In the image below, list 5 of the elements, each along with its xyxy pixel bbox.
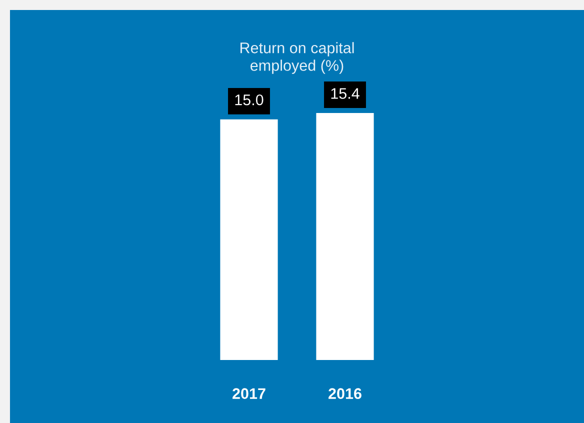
chart-title: Return on capital employed (%) (240, 42, 354, 74)
data-label: 15.0 (235, 94, 264, 106)
x-tick-label: 2016 (328, 388, 362, 399)
data-label: 15.4 (331, 88, 360, 99)
x-tick-label: 2017 (232, 388, 266, 399)
